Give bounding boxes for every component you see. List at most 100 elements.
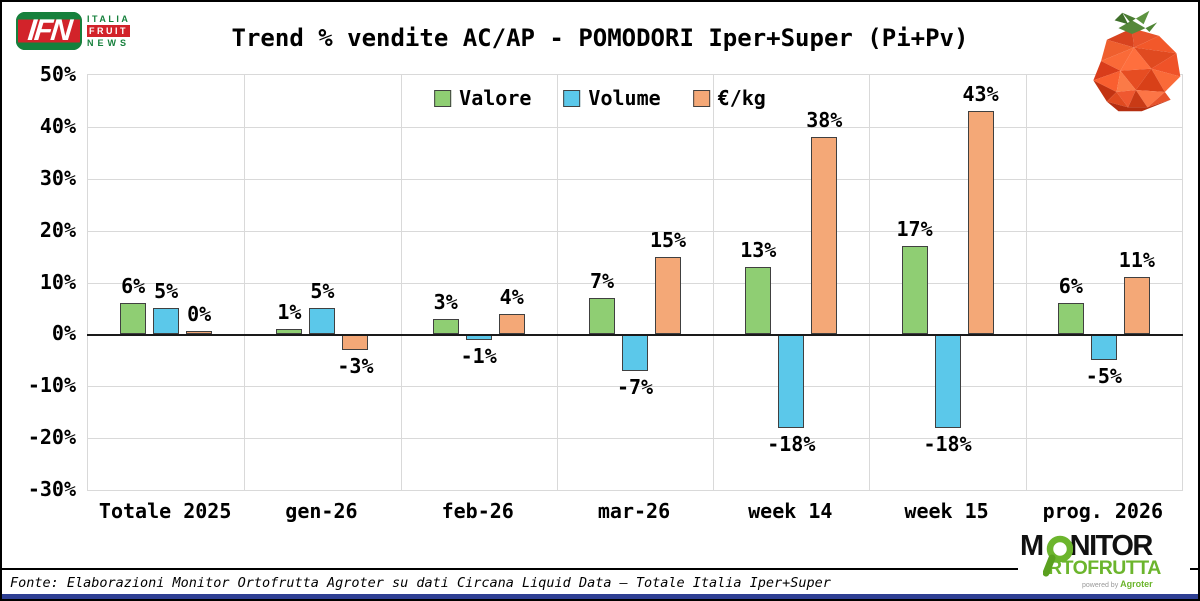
x-category-label: Totale 2025: [98, 499, 232, 523]
gridline--20: [88, 438, 1182, 440]
bar-valore-2: [432, 318, 459, 335]
value-label: 1%: [277, 300, 302, 325]
powered-by-agroter: powered by Agroter: [1082, 579, 1188, 590]
bottom-accent-bar: [2, 594, 1198, 599]
bar-kg-6: [1123, 277, 1150, 335]
legend-label: Valore: [459, 86, 532, 110]
legend-swatch: [434, 89, 452, 107]
chart-legend: Valore Volume €/kg: [434, 88, 766, 108]
plot-area: 6% 5% 0% 1% 5% -3% 3% -1% 4% 7% -7% 15% 13% -18% 38% 17…: [87, 74, 1183, 491]
bar-volume-4: [778, 334, 805, 428]
ifn-logo: IFN ITALIA FRUIT NEWS: [16, 12, 131, 50]
y-tick-label: 20%: [39, 217, 76, 242]
bar-kg-2: [498, 313, 525, 335]
y-tick-label: 50%: [39, 62, 76, 86]
tomato-icon: [1093, 10, 1181, 112]
monitor-m-label: M: [1020, 530, 1044, 563]
y-tick-label: 0%: [51, 321, 76, 346]
x-category-label: prog. 2026: [1042, 499, 1164, 523]
source-note: Fonte: Elaborazioni Monitor Ortofrutta A…: [10, 575, 831, 591]
ifn-news-label: NEWS: [87, 38, 130, 48]
bar-valore-0: [120, 303, 147, 335]
category-separator: [869, 75, 871, 490]
bar-volume-3: [622, 334, 648, 371]
powered-by-label: powered by: [1082, 581, 1119, 589]
x-category-label: week 15: [904, 499, 989, 523]
legend-item-valore: Valore: [434, 88, 531, 108]
bar-kg-3: [655, 256, 681, 335]
value-label: 5%: [310, 279, 335, 304]
bar-valore-3: [589, 298, 615, 335]
category-separator: [713, 75, 715, 490]
legend-item-kg: €/kg: [692, 86, 766, 110]
monitor-wordmark-row1: M NITOR: [1020, 530, 1188, 577]
legend-swatch: [563, 89, 581, 107]
y-tick-label: 40%: [39, 113, 76, 138]
ifn-italia-label: ITALIA: [87, 14, 131, 24]
bar-kg-0: [186, 331, 213, 335]
value-label: -18%: [923, 431, 972, 456]
bar-kg-1: [342, 334, 369, 350]
value-label: 13%: [740, 237, 777, 262]
value-label: 6%: [1058, 274, 1083, 299]
value-label: 4%: [499, 284, 524, 309]
x-category-label: gen-26: [285, 499, 358, 523]
gridline-20: [88, 230, 1182, 232]
x-category-label: mar-26: [597, 499, 671, 523]
y-tick-label: -20%: [27, 425, 76, 450]
bar-valore-5: [901, 246, 928, 335]
category-separator: [400, 75, 402, 490]
category-separator: [556, 75, 558, 490]
ortofrutta-label: RTOFRUTTA: [1048, 557, 1161, 580]
legend-item-volume: Volume: [563, 86, 661, 110]
value-label: 43%: [962, 82, 999, 107]
footer-band: Fonte: Elaborazioni Monitor Ortofrutta A…: [2, 568, 1198, 594]
category-separator: [244, 75, 246, 490]
legend-label: Volume: [588, 86, 661, 110]
y-tick-label: 10%: [39, 269, 76, 294]
value-label: -7%: [616, 374, 654, 399]
value-label: 3%: [433, 289, 458, 314]
value-label: 6%: [121, 274, 146, 299]
agroter-label: Agroter: [1120, 578, 1153, 589]
value-label: -3%: [337, 353, 374, 378]
y-tick-label: -30%: [27, 477, 76, 501]
value-label: 5%: [154, 279, 179, 304]
value-label: -1%: [460, 343, 497, 368]
bar-kg-4: [811, 137, 838, 335]
ifn-wordmark: ITALIA FRUIT NEWS: [87, 14, 131, 48]
bar-volume-6: [1090, 334, 1117, 361]
category-separator: [1025, 75, 1027, 490]
y-tick-label: 30%: [39, 165, 76, 190]
gridline--10: [88, 386, 1182, 388]
monitor-nitor-label: NITOR: [1069, 530, 1154, 563]
gridline-10: [88, 282, 1182, 284]
value-label: 17%: [896, 217, 933, 242]
monitor-ortofrutta-logo: M NITOR RTOFRUTTA powered by Agroter: [1018, 532, 1190, 590]
bar-kg-5: [967, 111, 994, 335]
magnifier-icon: [1042, 535, 1073, 577]
legend-swatch: [692, 89, 710, 107]
x-category-label: week 14: [748, 499, 833, 523]
bar-valore-1: [276, 329, 303, 335]
ifn-fruit-label: FRUIT: [87, 25, 131, 37]
value-label: 11%: [1118, 248, 1155, 273]
value-label: 7%: [589, 269, 615, 294]
value-label: 38%: [806, 108, 843, 133]
value-label: -18%: [767, 431, 816, 456]
ifn-badge-icon: IFN: [16, 12, 82, 50]
bar-volume-1: [309, 308, 336, 335]
legend-label: €/kg: [717, 86, 766, 110]
value-label: 15%: [649, 227, 687, 252]
bar-volume-0: [153, 308, 180, 335]
bar-valore-4: [745, 266, 772, 335]
x-category-label: feb-26: [441, 499, 514, 523]
y-tick-label: -10%: [27, 373, 76, 398]
page-title: Trend % vendite AC/AP - POMODORI Iper+Su…: [231, 24, 969, 52]
bar-valore-6: [1057, 303, 1084, 335]
value-label: 0%: [187, 302, 212, 327]
gridline-30: [88, 178, 1182, 180]
bar-volume-5: [934, 334, 961, 428]
gridline-40: [88, 126, 1182, 128]
